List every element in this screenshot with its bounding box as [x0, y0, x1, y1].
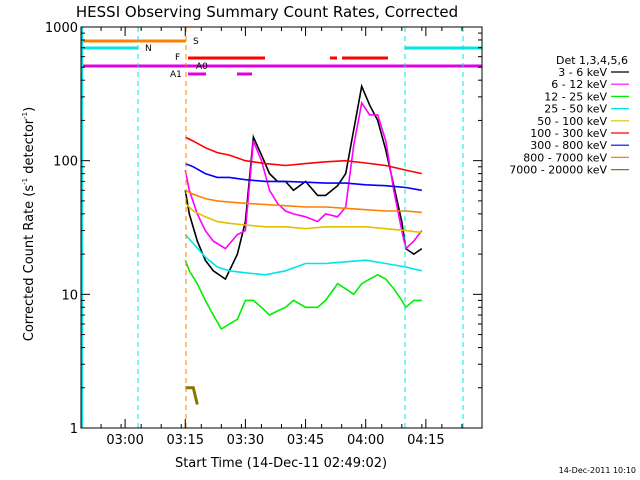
x-tick-label: 03:00: [106, 433, 143, 448]
plot-area: S N F A0 A1: [81, 27, 482, 428]
legend-label: 50 - 100 keV: [537, 115, 607, 128]
flare-flag-label: F: [175, 53, 180, 63]
y-tick-label: 10: [61, 288, 78, 303]
attenuator-a1-label: A1: [170, 70, 182, 80]
legend-label: 300 - 800 keV: [530, 139, 607, 152]
series-line-9: [185, 386, 199, 405]
legend-label: 7000 - 20000 keV: [509, 164, 607, 177]
y-axis-label: Corrected Count Rate (s-1 detector-1): [21, 107, 37, 341]
y-tick-label: 1000: [45, 21, 78, 36]
saa-flag-label: S: [193, 37, 199, 47]
x-tick-label: 03:15: [167, 433, 204, 448]
series-line-6: [184, 136, 422, 175]
y-tick-label: 1: [70, 422, 78, 437]
x-tick-label: 03:30: [227, 433, 264, 448]
legend-label: 6 - 12 keV: [551, 78, 607, 91]
legend-label: 25 - 50 keV: [544, 103, 607, 116]
legend-label: 100 - 300 keV: [530, 127, 607, 140]
chart-title: HESSI Observing Summary Count Rates, Cor…: [76, 3, 458, 21]
series-line-5: [184, 202, 422, 234]
x-tick-label: 03:45: [287, 433, 324, 448]
date-stamp: 14-Dec-2011 10:10: [559, 466, 636, 475]
legend-title: Det 1,3,4,5,6: [556, 54, 628, 67]
legend-label: 800 - 7000 keV: [523, 151, 607, 164]
series-line-4: [184, 234, 422, 276]
x-tick-label: 04:00: [347, 433, 384, 448]
series-line-2: [184, 100, 423, 251]
night-flag-label: N: [145, 44, 152, 54]
attenuator-a0-label: A0: [196, 62, 208, 72]
series-line-8: [184, 189, 422, 214]
x-axis: 03:00 03:15 03:30 03:45 04:00 04:15: [80, 27, 483, 448]
legend-label: 3 - 6 keV: [558, 66, 607, 79]
legend-label: 12 - 25 keV: [544, 90, 607, 103]
series-line-3: [184, 259, 422, 331]
y-tick-label: 100: [53, 155, 78, 170]
x-axis-label: Start Time (14-Dec-11 02:49:02): [175, 456, 387, 471]
series-line-7: [185, 162, 422, 192]
y-axis: 1 10 100 1000: [45, 21, 482, 437]
x-tick-label: 04:15: [407, 433, 444, 448]
